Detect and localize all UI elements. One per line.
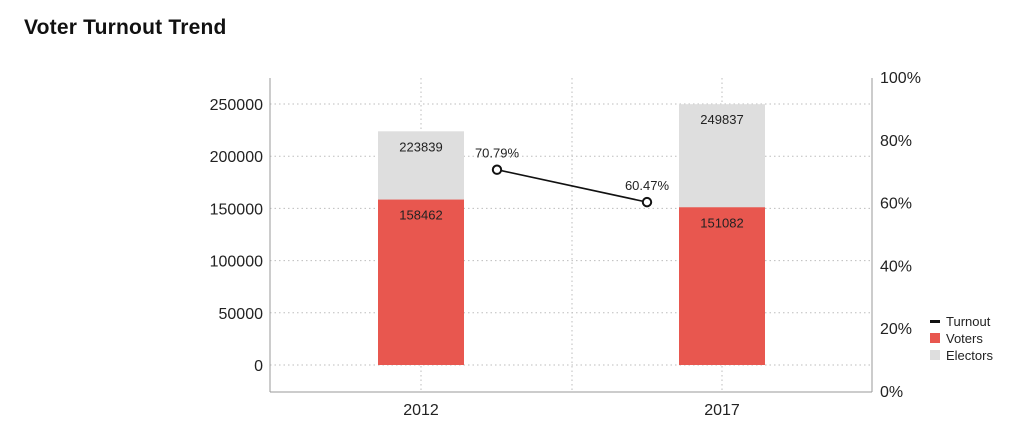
y-left-tick-50000: 50000	[219, 306, 264, 323]
tick-labels: 0 50000 100000 150000 200000 250000 0% 20% 40% 60…	[210, 70, 921, 419]
y-left-tick-250000: 250000	[210, 97, 263, 114]
data-labels: 223839 158462 249837 151082 70.79% 60.47%	[399, 112, 743, 230]
legend-label-electors: Electors	[946, 348, 993, 363]
axes	[269, 78, 873, 393]
legend-swatch-electors	[930, 350, 940, 360]
grid-lines	[270, 78, 872, 392]
legend-label-voters: Voters	[946, 331, 983, 346]
turnout-point-2017	[641, 196, 653, 208]
y-left-tick-150000: 150000	[210, 201, 263, 218]
label-voters-2017: 151082	[700, 215, 743, 230]
label-voters-2012: 158462	[399, 208, 442, 223]
y-right-tick-100: 100%	[880, 70, 921, 87]
legend-swatch-voters	[930, 333, 940, 343]
turnout-line	[491, 164, 653, 208]
y-left-tick-100000: 100000	[210, 254, 263, 271]
y-right-tick-0: 0%	[880, 384, 903, 401]
legend-swatch-turnout	[930, 320, 940, 323]
y-right-tick-60: 60%	[880, 196, 912, 213]
y-right-tick-20: 20%	[880, 321, 912, 338]
legend: Turnout Voters Electors	[930, 314, 993, 363]
label-electors-2012: 223839	[399, 139, 442, 154]
bar-voters-2017	[679, 207, 765, 365]
chart-title: Voter Turnout Trend	[24, 16, 227, 39]
label-turnout-2017: 60.47%	[625, 178, 670, 193]
y-left-tick-0: 0	[254, 358, 263, 375]
legend-label-turnout: Turnout	[946, 314, 991, 329]
y-left-tick-200000: 200000	[210, 149, 263, 166]
turnout-line-segment	[496, 168, 648, 203]
x-tick-2017: 2017	[704, 402, 740, 419]
label-electors-2017: 249837	[700, 112, 743, 127]
turnout-point-2012	[491, 164, 503, 175]
label-turnout-2012: 70.79%	[475, 146, 520, 161]
bar-voters-2012	[378, 199, 464, 365]
bars	[378, 104, 765, 366]
y-right-tick-80: 80%	[880, 133, 912, 150]
x-tick-2012: 2012	[403, 402, 439, 419]
y-right-tick-40: 40%	[880, 258, 912, 275]
